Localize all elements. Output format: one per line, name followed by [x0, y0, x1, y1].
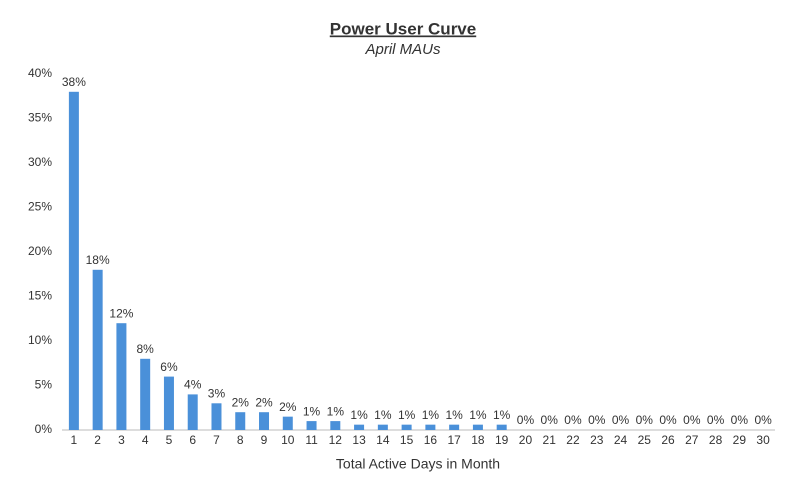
x-tick-label: 2	[94, 433, 101, 447]
x-tick-label: 1	[71, 433, 78, 447]
value-label: 8%	[137, 342, 155, 356]
y-tick-label: 5%	[35, 378, 53, 392]
value-label: 2%	[255, 395, 273, 409]
value-label: 6%	[160, 360, 178, 374]
value-label: 18%	[86, 253, 110, 267]
value-label: 0%	[517, 413, 535, 427]
value-label: 38%	[62, 75, 86, 89]
bar	[377, 424, 388, 430]
x-tick-label: 29	[733, 433, 747, 447]
value-label: 1%	[303, 404, 321, 418]
bar	[259, 412, 270, 430]
x-tick-label: 23	[590, 433, 604, 447]
y-tick-label: 15%	[28, 289, 52, 303]
bar	[449, 424, 460, 430]
x-tick-label: 18	[471, 433, 485, 447]
bar	[140, 358, 151, 430]
x-tick-label: 11	[305, 433, 318, 447]
value-label: 1%	[398, 408, 416, 422]
y-tick-label: 40%	[28, 66, 52, 80]
y-tick-label: 25%	[28, 200, 52, 214]
x-tick-label: 21	[543, 433, 557, 447]
bar	[354, 424, 365, 430]
x-tick-label: 15	[400, 433, 414, 447]
y-tick-label: 35%	[28, 111, 52, 125]
value-label: 0%	[636, 413, 654, 427]
x-tick-label: 4	[142, 433, 149, 447]
x-tick-label: 24	[614, 433, 628, 447]
value-label: 2%	[232, 395, 250, 409]
bar	[401, 424, 412, 430]
value-label: 0%	[683, 413, 701, 427]
x-tick-label: 16	[424, 433, 438, 447]
y-tick-label: 20%	[28, 244, 52, 258]
value-label: 0%	[612, 413, 630, 427]
value-label: 1%	[350, 408, 368, 422]
bar	[68, 91, 79, 431]
value-label: 2%	[279, 400, 297, 414]
y-tick-label: 30%	[28, 155, 52, 169]
x-tick-label: 9	[261, 433, 268, 447]
x-tick-label: 12	[329, 433, 343, 447]
value-label: 3%	[208, 386, 226, 400]
chart-title: Power User Curve	[330, 19, 476, 38]
value-label: 0%	[541, 413, 559, 427]
bar	[92, 269, 103, 430]
value-label: 0%	[731, 413, 749, 427]
x-tick-label: 6	[189, 433, 196, 447]
chart-subtitle: April MAUs	[364, 41, 441, 58]
y-tick-label: 0%	[35, 422, 53, 436]
x-tick-label: 5	[166, 433, 173, 447]
value-label: 1%	[374, 408, 392, 422]
x-tick-label: 28	[709, 433, 723, 447]
value-label: 1%	[327, 404, 345, 418]
x-tick-label: 22	[566, 433, 580, 447]
bar	[496, 424, 507, 430]
value-label: 1%	[445, 408, 463, 422]
bar	[187, 394, 198, 430]
x-axis-label: Total Active Days in Month	[336, 456, 500, 472]
value-label: 1%	[493, 408, 511, 422]
bar	[163, 376, 174, 430]
x-tick-label: 20	[519, 433, 533, 447]
bar	[425, 424, 436, 430]
x-tick-label: 27	[685, 433, 699, 447]
bar	[235, 412, 246, 430]
value-label: 4%	[184, 378, 202, 392]
value-label: 0%	[659, 413, 677, 427]
x-tick-label: 10	[281, 433, 295, 447]
value-label: 1%	[422, 408, 440, 422]
x-tick-label: 13	[352, 433, 366, 447]
x-tick-label: 14	[376, 433, 390, 447]
bar	[306, 421, 317, 430]
value-label: 1%	[469, 408, 487, 422]
x-tick-label: 8	[237, 433, 244, 447]
value-label: 0%	[564, 413, 582, 427]
value-label: 0%	[754, 413, 772, 427]
x-tick-label: 19	[495, 433, 509, 447]
x-tick-label: 26	[661, 433, 675, 447]
value-label: 0%	[588, 413, 606, 427]
x-tick-label: 3	[118, 433, 125, 447]
bar	[472, 424, 483, 430]
bar	[282, 416, 293, 430]
bar	[116, 323, 127, 430]
bar	[211, 403, 222, 430]
value-label: 12%	[109, 306, 133, 320]
x-tick-label: 25	[638, 433, 652, 447]
x-tick-label: 7	[213, 433, 220, 447]
bar	[330, 421, 341, 430]
x-tick-label: 17	[447, 433, 461, 447]
x-tick-label: 30	[756, 433, 770, 447]
y-tick-label: 10%	[28, 333, 52, 347]
value-label: 0%	[707, 413, 725, 427]
